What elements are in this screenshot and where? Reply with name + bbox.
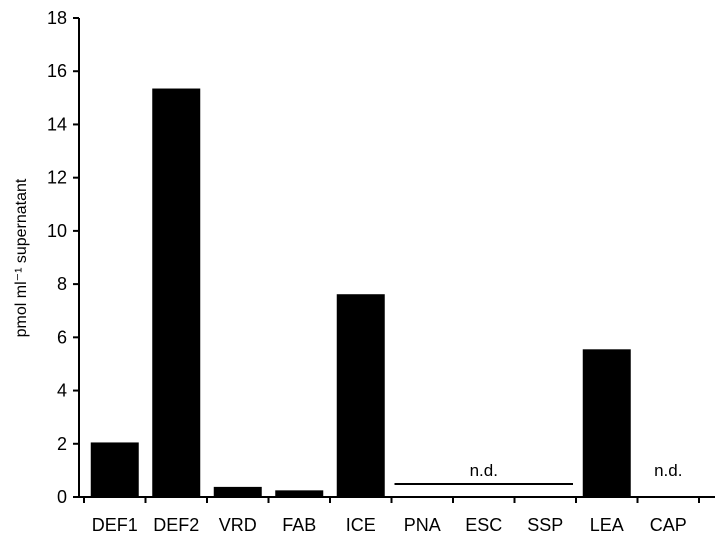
y-tick-label: 14 (47, 114, 67, 134)
y-axis-label: pmol ml⁻¹ supernatant (13, 178, 30, 337)
not-detected-label: n.d. (654, 461, 682, 480)
annotations: n.d. n.d. (394, 461, 682, 485)
y-tick-label: 2 (57, 434, 67, 454)
y-tick-label: 0 (57, 487, 67, 507)
x-tick-label: VRD (219, 515, 257, 535)
y-tick-label: 10 (47, 221, 67, 241)
y-tick-label: 6 (57, 327, 67, 347)
y-tick-label: 16 (47, 61, 67, 81)
x-tick-label: PNA (404, 515, 441, 535)
y-tick-labels: 0 2 4 6 8 10 12 14 16 18 (47, 8, 67, 507)
bar-fab (275, 490, 324, 497)
x-tick-label: DEF2 (153, 515, 199, 535)
y-tick-label: 12 (47, 168, 67, 188)
x-tick-label: SSP (527, 515, 563, 535)
x-tick-label: ESC (465, 515, 502, 535)
x-tick-label: DEF1 (92, 515, 138, 535)
bar-lea (582, 349, 631, 497)
x-tick-labels: DEF1 DEF2 VRD FAB ICE PNA ESC SSP LEA CAP (92, 515, 687, 535)
bar-def2 (152, 88, 201, 498)
not-detected-label: n.d. (470, 461, 498, 480)
x-tick-label: ICE (346, 515, 376, 535)
y-tick-label: 18 (47, 8, 67, 28)
y-tick-label: 8 (57, 274, 67, 294)
x-tick-label: FAB (282, 515, 316, 535)
y-tick-label: 4 (57, 381, 67, 401)
bar-ice (336, 294, 385, 497)
x-tick-label: LEA (590, 515, 624, 535)
bars (90, 88, 631, 498)
bar-vrd (213, 486, 262, 497)
x-tick-label: CAP (650, 515, 687, 535)
bar-def1 (90, 442, 139, 497)
